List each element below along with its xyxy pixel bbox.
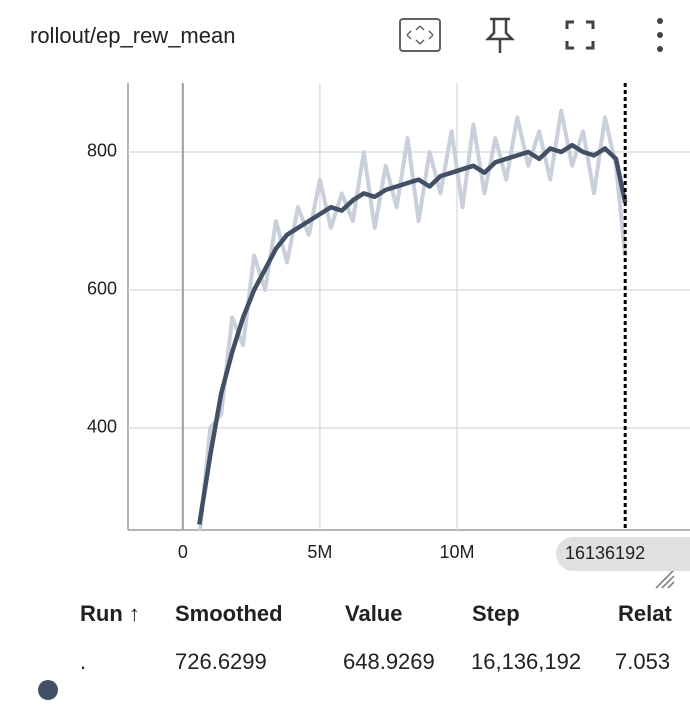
x-tick-label: 10M bbox=[439, 542, 474, 562]
x-tick-label: 5M bbox=[307, 542, 332, 562]
smoothed-line bbox=[197, 142, 628, 525]
x-tick-label: 0 bbox=[178, 542, 188, 562]
card-title: rollout/ep_rew_mean bbox=[30, 23, 235, 48]
resize-handle[interactable] bbox=[655, 569, 675, 589]
cursor-step-label: 16136192 bbox=[565, 543, 645, 563]
column-header[interactable]: Value bbox=[345, 601, 402, 626]
column-header[interactable]: Smoothed bbox=[175, 601, 283, 626]
more-menu-button[interactable] bbox=[657, 18, 663, 52]
table-cell: 16,136,192 bbox=[471, 649, 581, 674]
column-header[interactable]: Step bbox=[472, 601, 520, 626]
cursor-label-bg bbox=[556, 537, 690, 571]
run-color-dot[interactable] bbox=[38, 680, 58, 700]
y-tick-label: 400 bbox=[87, 417, 117, 437]
table-body: . 726.6299 648.9269 16,136,192 7.053 bbox=[80, 649, 670, 674]
table-cell: 726.6299 bbox=[175, 649, 267, 674]
plot-area bbox=[197, 108, 628, 530]
y-tick-label: 600 bbox=[87, 279, 117, 299]
table-header: Run ↑ Smoothed Value Step Relat bbox=[80, 601, 672, 626]
table-cell: 7.053 bbox=[615, 649, 670, 674]
column-header[interactable]: Relat bbox=[618, 601, 672, 626]
column-header[interactable]: Run ↑ bbox=[80, 601, 140, 626]
pin-button[interactable] bbox=[484, 17, 516, 53]
table-cell: 648.9269 bbox=[343, 649, 435, 674]
table-cell: . bbox=[80, 649, 86, 674]
y-tick-label: 800 bbox=[87, 141, 117, 161]
raw-line bbox=[198, 108, 628, 530]
fit-domain-button[interactable] bbox=[399, 18, 441, 52]
fullscreen-button[interactable] bbox=[565, 20, 595, 50]
